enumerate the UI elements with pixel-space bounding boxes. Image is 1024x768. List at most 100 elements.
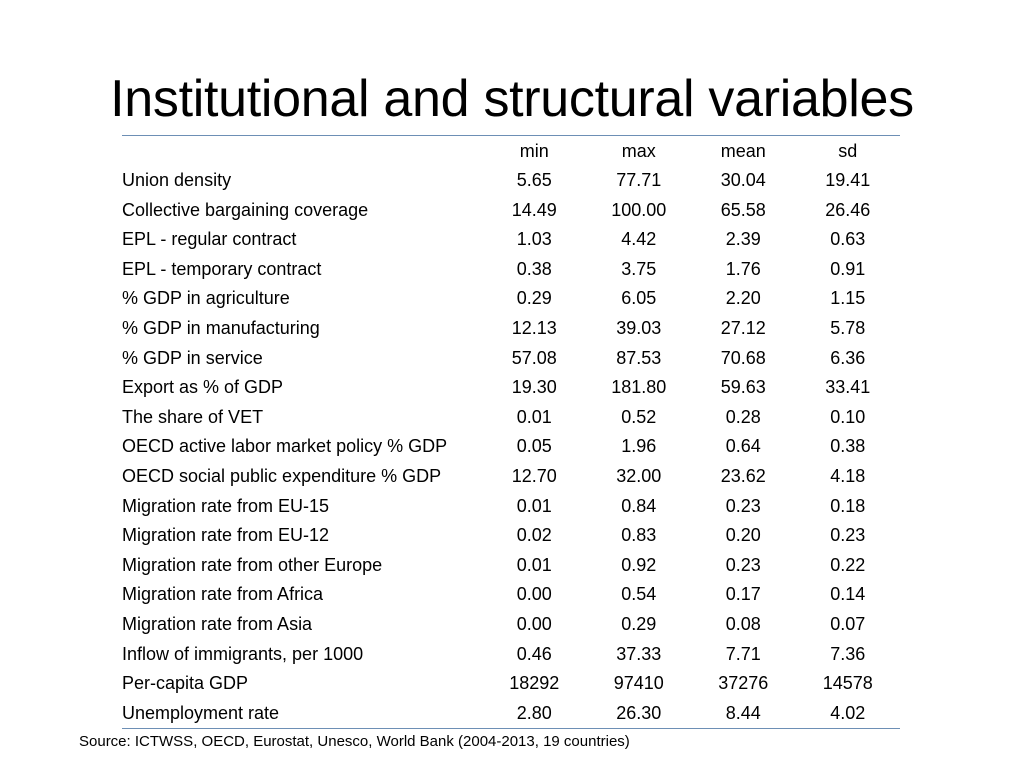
- cell-max: 87.53: [616, 347, 662, 368]
- cell-mean: 30.04: [720, 170, 766, 190]
- table-row: EPL - temporary contract 0.38 3.75 1.76 0.91: [122, 255, 900, 285]
- cell-max: 97410: [613, 673, 664, 694]
- table-row: Unemployment rate 2.80 26.30 8.44 4.02: [122, 699, 900, 729]
- table-body: Union density 5.65 77.71 30.04 19.41 Collecti…: [122, 166, 900, 728]
- cell-max: 77.71: [616, 170, 662, 190]
- cell-label: Migration rate from EU-15: [122, 495, 330, 516]
- cell-label: EPL - temporary contract: [122, 258, 322, 279]
- cell-label: EPL - regular contract: [122, 229, 297, 250]
- cell-mean: 0.28: [725, 406, 761, 427]
- cell-max: 0.29: [621, 613, 657, 634]
- table-row: Migration rate from EU-15 0.01 0.84 0.23 0.1…: [122, 492, 900, 522]
- cell-label: Per-capita GDP: [122, 673, 249, 694]
- cell-sd: 0.18: [830, 495, 866, 516]
- cell-max: 0.83: [621, 525, 657, 546]
- table-row: % GDP in agriculture 0.29 6.05 2.20 1.15: [122, 284, 900, 314]
- cell-mean: 65.58: [720, 199, 766, 220]
- cell-sd: 33.41: [825, 377, 871, 398]
- cell-mean: 23.62: [720, 465, 766, 486]
- cell-max: 0.52: [621, 406, 657, 427]
- table-row: EPL - regular contract 1.03 4.42 2.39 0.63: [122, 225, 900, 255]
- cell-mean: 0.17: [725, 584, 761, 605]
- cell-min: 0.46: [516, 643, 552, 664]
- cell-label: Migration rate from Asia: [122, 613, 313, 634]
- cell-sd: 26.46: [825, 199, 871, 220]
- cell-sd: 19.41: [825, 170, 871, 190]
- table-row: Per-capita GDP 18292 97410 37276 14578: [122, 669, 900, 699]
- header-min: min: [519, 141, 549, 161]
- cell-min: 0.00: [516, 613, 552, 634]
- cell-mean: 27.12: [720, 317, 766, 338]
- cell-max: 0.84: [621, 495, 657, 516]
- cell-min: 0.01: [516, 554, 552, 575]
- cell-label: OECD active labor market policy % GDP: [122, 436, 448, 457]
- cell-min: 5.65: [516, 170, 552, 190]
- cell-min: 1.03: [516, 229, 552, 250]
- cell-label: Export as % of GDP: [122, 377, 284, 398]
- cell-label: The share of VET: [122, 406, 264, 427]
- cell-mean: 0.23: [725, 495, 761, 516]
- cell-mean: 0.64: [725, 436, 761, 457]
- cell-min: 0.29: [516, 288, 552, 309]
- cell-max: 37.33: [616, 643, 662, 664]
- cell-mean: 59.63: [720, 377, 766, 398]
- cell-mean: 1.76: [725, 258, 761, 279]
- cell-min: 57.08: [511, 347, 557, 368]
- cell-sd: 1.15: [830, 288, 866, 309]
- table-row: Migration rate from Africa 0.00 0.54 0.17 0.…: [122, 580, 900, 610]
- cell-max: 6.05: [621, 288, 657, 309]
- cell-mean: 7.71: [725, 643, 761, 664]
- cell-sd: 0.23: [830, 525, 866, 546]
- cell-min: 0.05: [516, 436, 552, 457]
- cell-label: % GDP in agriculture: [122, 288, 290, 309]
- cell-max: 100.00: [611, 199, 667, 220]
- cell-sd: 0.10: [830, 406, 866, 427]
- table-row: OECD active labor market policy % GDP 0.0…: [122, 432, 900, 462]
- cell-sd: 0.22: [830, 554, 866, 575]
- table-row: Migration rate from Asia 0.00 0.29 0.08 0.07: [122, 610, 900, 640]
- cell-max: 181.80: [611, 377, 667, 398]
- table-row: Export as % of GDP 19.30 181.80 59.63 33.41: [122, 373, 900, 403]
- table-header: min max mean sd: [122, 136, 900, 166]
- cell-min: 0.02: [516, 525, 552, 546]
- cell-mean: 0.23: [725, 554, 761, 575]
- cell-min: 0.01: [516, 406, 552, 427]
- header-row: min max mean sd: [122, 136, 900, 166]
- cell-min: 19.30: [511, 377, 557, 398]
- cell-sd: 0.14: [830, 584, 866, 605]
- cell-min: 2.80: [516, 702, 552, 723]
- cell-label: Migration rate from EU-12: [122, 525, 330, 546]
- cell-label: Migration rate from other Europe: [122, 554, 383, 575]
- source-note: Source: ICTWSS, OECD, Eurostat, Unesco, …: [79, 733, 630, 750]
- cell-min: 18292: [509, 673, 560, 694]
- cell-sd: 0.07: [830, 613, 866, 634]
- cell-max: 32.00: [616, 465, 662, 486]
- table-row: % GDP in manufacturing 12.13 39.03 27.12 5.7…: [122, 314, 900, 344]
- cell-min: 0.01: [516, 495, 552, 516]
- cell-sd: 0.63: [830, 229, 866, 250]
- cell-sd: 0.38: [830, 436, 866, 457]
- cell-label: Collective bargaining coverage: [122, 199, 369, 220]
- cell-label: Inflow of immigrants, per 1000: [122, 643, 364, 664]
- cell-label: % GDP in service: [122, 347, 263, 368]
- cell-label: Unemployment rate: [122, 702, 280, 723]
- table-row: The share of VET 0.01 0.52 0.28 0.10: [122, 403, 900, 433]
- cell-sd: 14578: [822, 673, 873, 694]
- cell-sd: 7.36: [830, 643, 866, 664]
- cell-mean: 37276: [718, 673, 769, 694]
- slide-title: Institutional and structural variables: [110, 70, 914, 128]
- cell-label: OECD social public expenditure % GDP: [122, 465, 442, 486]
- table-row: Union density 5.65 77.71 30.04 19.41: [122, 166, 900, 196]
- cell-max: 4.42: [621, 229, 657, 250]
- cell-min: 12.13: [511, 317, 557, 338]
- cell-max: 26.30: [616, 702, 662, 723]
- table-row: Inflow of immigrants, per 1000 0.46 37.33 7…: [122, 640, 900, 670]
- cell-max: 39.03: [616, 317, 662, 338]
- cell-max: 0.54: [621, 584, 657, 605]
- cell-max: 0.92: [621, 554, 657, 575]
- cell-min: 0.38: [516, 258, 552, 279]
- table-row: % GDP in service 57.08 87.53 70.68 6.36: [122, 344, 900, 374]
- table-row: OECD social public expenditure % GDP 12.7…: [122, 462, 900, 492]
- cell-mean: 2.39: [725, 229, 761, 250]
- cell-sd: 6.36: [830, 347, 866, 368]
